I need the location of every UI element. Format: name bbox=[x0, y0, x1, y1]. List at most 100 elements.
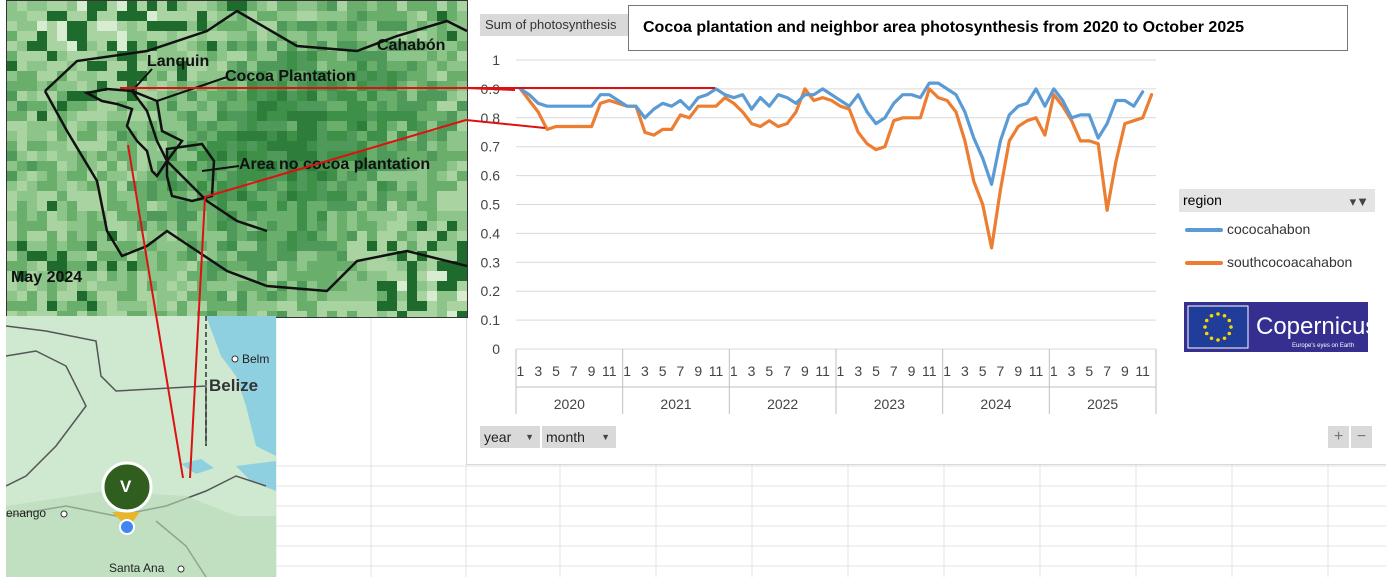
raster-cell bbox=[257, 41, 267, 51]
raster-cell bbox=[247, 101, 257, 111]
raster-cell bbox=[207, 251, 217, 261]
raster-cell bbox=[447, 241, 457, 251]
raster-cell bbox=[437, 211, 447, 221]
raster-cell bbox=[197, 11, 207, 21]
raster-cell bbox=[177, 41, 187, 51]
raster-cell bbox=[217, 41, 227, 51]
raster-cell bbox=[157, 81, 167, 91]
raster-cell bbox=[37, 131, 47, 141]
raster-cell bbox=[447, 101, 457, 111]
raster-cell bbox=[97, 311, 107, 317]
pivot-chart-area[interactable] bbox=[466, 4, 1386, 465]
raster-cell bbox=[217, 311, 227, 317]
raster-cell bbox=[357, 11, 367, 21]
raster-cell bbox=[357, 71, 367, 81]
year-dropdown-icon[interactable]: ▼ bbox=[525, 432, 534, 442]
raster-cell bbox=[287, 41, 297, 51]
raster-cell bbox=[57, 221, 67, 231]
raster-cell bbox=[397, 61, 407, 71]
raster-cell bbox=[157, 61, 167, 71]
raster-cell bbox=[327, 11, 337, 21]
raster-cell bbox=[167, 21, 177, 31]
raster-cell bbox=[337, 31, 347, 41]
raster-cell bbox=[377, 301, 387, 311]
raster-cell bbox=[357, 301, 367, 311]
x-month-label: 11 bbox=[1029, 363, 1044, 379]
raster-cell bbox=[57, 231, 67, 241]
month-field-button[interactable]: month ▼ bbox=[542, 426, 616, 448]
raster-cell bbox=[257, 231, 267, 241]
raster-cell bbox=[57, 81, 67, 91]
raster-cell bbox=[107, 141, 117, 151]
raster-cell bbox=[257, 201, 267, 211]
raster-cell bbox=[17, 251, 27, 261]
line-chart[interactable]: 00.10.20.30.40.50.60.70.80.911 3 5 7 9 112020… bbox=[466, 40, 1386, 420]
raster-cell bbox=[7, 281, 17, 291]
expand-button[interactable]: + bbox=[1328, 426, 1349, 448]
raster-cell bbox=[67, 261, 77, 271]
raster-cell bbox=[197, 151, 207, 161]
raster-cell bbox=[417, 101, 427, 111]
raster-cell bbox=[347, 281, 357, 291]
value-field-button[interactable]: Sum of photosynthesis bbox=[480, 14, 633, 36]
raster-cell bbox=[307, 61, 317, 71]
raster-cell bbox=[367, 291, 377, 301]
collapse-button[interactable]: − bbox=[1351, 426, 1372, 448]
raster-cell bbox=[157, 131, 167, 141]
raster-cell bbox=[327, 311, 337, 317]
raster-cell bbox=[447, 41, 457, 51]
filter-icon[interactable]: ▾▼ bbox=[1349, 194, 1369, 209]
raster-cell bbox=[277, 41, 287, 51]
year-field-button[interactable]: year ▼ bbox=[480, 426, 540, 448]
chart-title[interactable]: Cocoa plantation and neighbor area photo… bbox=[628, 5, 1348, 51]
raster-cell bbox=[437, 41, 447, 51]
raster-cell bbox=[87, 291, 97, 301]
raster-cell bbox=[317, 301, 327, 311]
raster-cell bbox=[197, 51, 207, 61]
raster-cell bbox=[267, 311, 277, 317]
raster-cell bbox=[327, 261, 337, 271]
raster-cell bbox=[27, 181, 37, 191]
raster-cell bbox=[397, 231, 407, 241]
raster-cell bbox=[377, 61, 387, 71]
raster-cell bbox=[447, 251, 457, 261]
raster-cell bbox=[197, 131, 207, 141]
raster-cell bbox=[37, 71, 47, 81]
raster-cell bbox=[447, 291, 457, 301]
raster-cell bbox=[337, 231, 347, 241]
raster-cell bbox=[237, 311, 247, 317]
raster-cell bbox=[347, 1, 357, 11]
raster-cell bbox=[77, 61, 87, 71]
raster-cell bbox=[377, 201, 387, 211]
raster-cell bbox=[87, 231, 97, 241]
raster-cell bbox=[197, 161, 207, 171]
raster-cell bbox=[167, 11, 177, 21]
raster-cell bbox=[237, 71, 247, 81]
raster-cell bbox=[187, 171, 197, 181]
raster-cell bbox=[187, 41, 197, 51]
month-dropdown-icon[interactable]: ▼ bbox=[601, 432, 610, 442]
raster-cell bbox=[87, 181, 97, 191]
raster-cell bbox=[97, 131, 107, 141]
raster-cell bbox=[317, 211, 327, 221]
raster-cell bbox=[27, 241, 37, 251]
raster-cell bbox=[337, 301, 347, 311]
raster-cell bbox=[457, 221, 467, 231]
raster-cell bbox=[47, 161, 57, 171]
raster-cell bbox=[257, 11, 267, 21]
raster-cell bbox=[77, 81, 87, 91]
raster-cell bbox=[417, 111, 427, 121]
eu-star-icon bbox=[1229, 325, 1233, 329]
raster-cell bbox=[387, 91, 397, 101]
legend-field-button[interactable]: region ▾▼ bbox=[1179, 189, 1375, 212]
raster-cell bbox=[357, 111, 367, 121]
raster-cell bbox=[97, 271, 107, 281]
marker-letter: V bbox=[120, 477, 132, 496]
raster-cell bbox=[117, 191, 127, 201]
raster-cell bbox=[337, 61, 347, 71]
raster-cell bbox=[457, 201, 467, 211]
raster-cell bbox=[27, 91, 37, 101]
raster-cell bbox=[227, 91, 237, 101]
raster-cell bbox=[207, 21, 217, 31]
raster-cell bbox=[387, 281, 397, 291]
